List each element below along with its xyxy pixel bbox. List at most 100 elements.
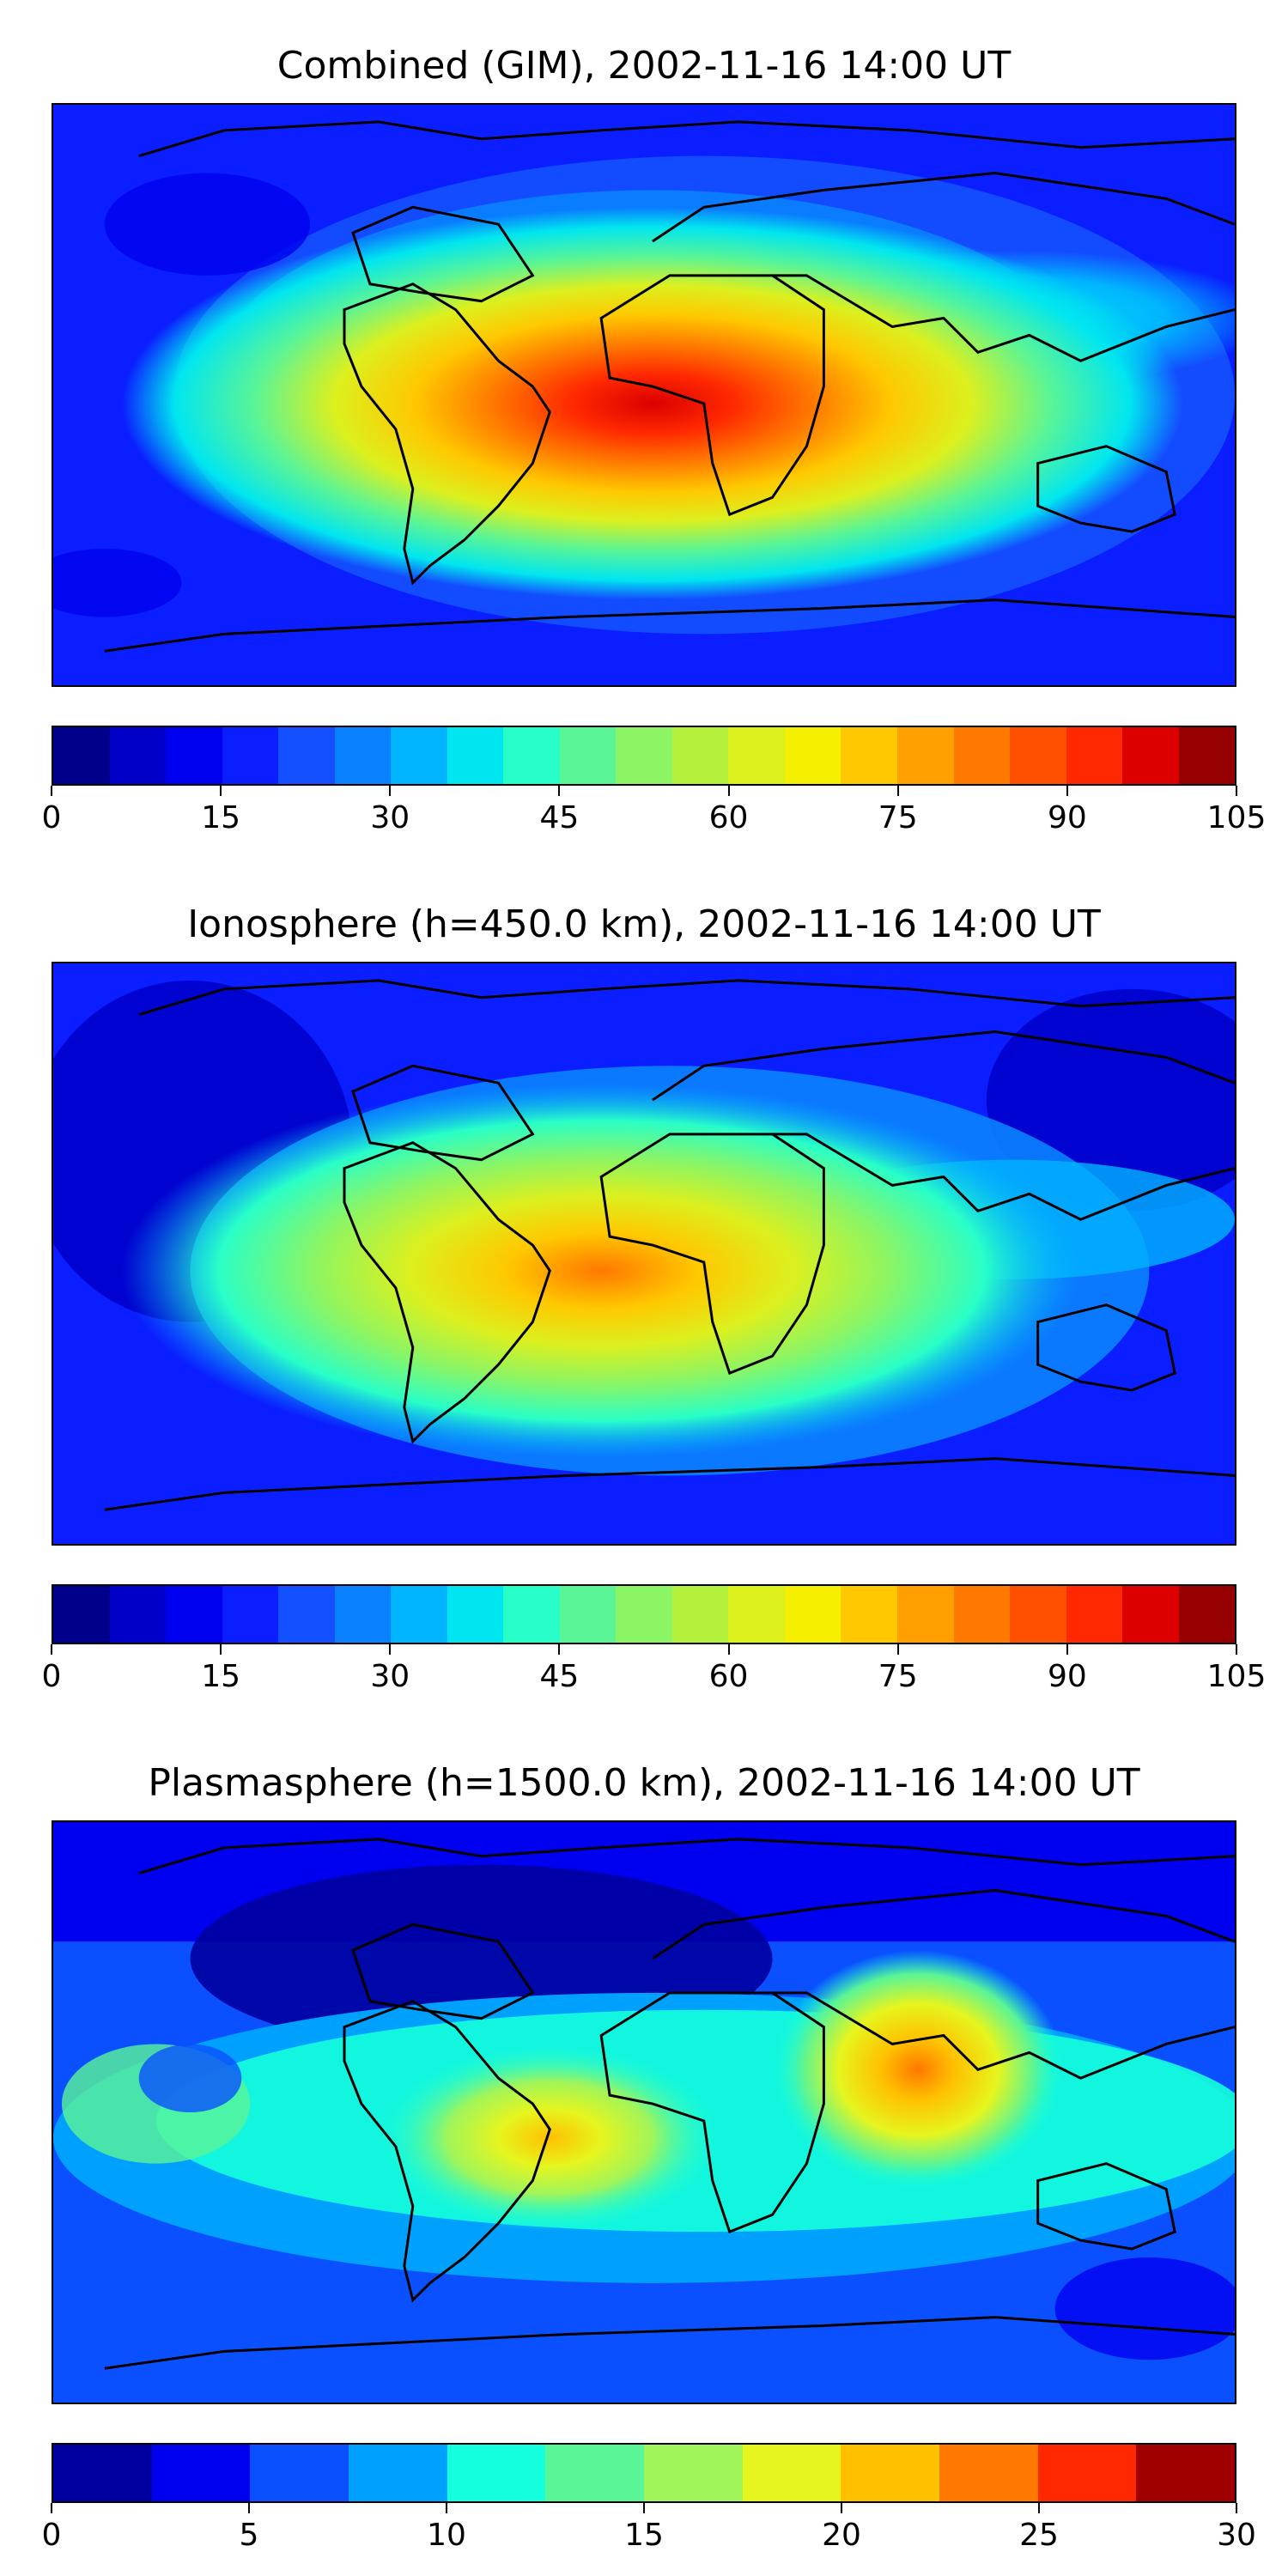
colorbar-tick bbox=[51, 1644, 52, 1655]
colorbar-segment bbox=[447, 1586, 504, 1643]
map-canvas-ionosphere bbox=[53, 963, 1235, 1544]
map-plasmasphere bbox=[52, 1820, 1236, 2404]
colorbar-segment bbox=[784, 1586, 841, 1643]
colorbar-segment bbox=[53, 1586, 110, 1643]
colorbar-tick bbox=[389, 786, 392, 796]
colorbar-tick-label: 90 bbox=[1047, 800, 1087, 835]
colorbar-segment bbox=[166, 727, 222, 784]
colorbar-segment bbox=[1037, 2445, 1137, 2501]
colorbar-segment bbox=[250, 2445, 349, 2501]
colorbar-segment bbox=[109, 727, 167, 784]
colorbar-segment bbox=[1178, 727, 1236, 784]
colorbar-segment bbox=[559, 727, 617, 784]
colorbar-segment bbox=[391, 1586, 447, 1643]
colorbar-segment bbox=[278, 1586, 335, 1643]
panel-title-ionosphere: Ionosphere (h=450.0 km), 2002-11-16 14:0… bbox=[187, 902, 1101, 946]
colorbar-tick-label: 105 bbox=[1206, 1659, 1267, 1694]
colorbar-tick-label: 105 bbox=[1206, 800, 1267, 835]
colorbar-tick-label: 15 bbox=[624, 2518, 664, 2553]
panel-title-plasmasphere: Plasmasphere (h=1500.0 km), 2002-11-16 1… bbox=[148, 1761, 1140, 1805]
colorbar-segment bbox=[671, 1586, 729, 1643]
colorbar-segment bbox=[545, 2445, 645, 2501]
colorbar-segment bbox=[742, 2445, 841, 2501]
colorbar-plasmasphere bbox=[52, 2443, 1236, 2503]
colorbar-ticks-ionosphere: 0 15 30 45 60 75 90 105 bbox=[42, 1644, 1266, 1696]
colorbar-segment bbox=[166, 1586, 222, 1643]
colorbar-segment bbox=[53, 2445, 152, 2501]
colorbar-tick bbox=[1236, 1644, 1237, 1655]
colorbar-segment bbox=[503, 1586, 560, 1643]
colorbar-tick-label: 45 bbox=[539, 800, 580, 835]
colorbar-segment bbox=[1136, 2445, 1236, 2501]
colorbar-segment bbox=[896, 727, 954, 784]
colorbar-tick-label: 30 bbox=[370, 1659, 410, 1694]
colorbar-tick bbox=[220, 1644, 222, 1655]
colorbar-tick bbox=[896, 1644, 899, 1655]
colorbar-segment bbox=[1010, 727, 1066, 784]
colorbar-segment bbox=[953, 727, 1011, 784]
colorbar-tick-label: 75 bbox=[878, 800, 918, 835]
colorbar-tick bbox=[1066, 1644, 1068, 1655]
colorbar-tick-label: 45 bbox=[539, 1659, 580, 1694]
colorbar-tick bbox=[1066, 786, 1068, 796]
colorbar-tick bbox=[727, 1644, 730, 1655]
colorbar-tick-label: 0 bbox=[41, 2518, 62, 2553]
colorbar-segment bbox=[559, 1586, 617, 1643]
colorbar-segment bbox=[841, 2445, 940, 2501]
colorbar-tick bbox=[841, 2503, 842, 2513]
colorbar-tick-label: 5 bbox=[239, 2518, 259, 2553]
colorbar-tick bbox=[389, 1644, 392, 1655]
colorbar-segment bbox=[334, 727, 392, 784]
colorbar-segment bbox=[447, 2445, 546, 2501]
colorbar-segment bbox=[151, 2445, 251, 2501]
colorbar-tick-label: 90 bbox=[1047, 1659, 1087, 1694]
colorbar-tick-label: 60 bbox=[708, 1659, 749, 1694]
colorbar-segment bbox=[1066, 1586, 1123, 1643]
colorbar-ticks-plasmasphere: 0 5 10 15 20 25 30 bbox=[42, 2503, 1256, 2555]
colorbar-segment bbox=[222, 727, 279, 784]
map-ionosphere bbox=[52, 962, 1236, 1546]
colorbar-segment bbox=[334, 1586, 392, 1643]
colorbar-tick bbox=[643, 2503, 645, 2513]
colorbar-segment bbox=[953, 1586, 1011, 1643]
colorbar-segment bbox=[896, 1586, 954, 1643]
colorbar-segment bbox=[671, 727, 729, 784]
colorbar-tick bbox=[220, 786, 222, 796]
colorbar-segment bbox=[784, 727, 841, 784]
colorbar-segment bbox=[1178, 1586, 1236, 1643]
coastlines bbox=[104, 120, 1235, 653]
colorbar-ionosphere bbox=[52, 1584, 1236, 1644]
colorbar-segment bbox=[109, 1586, 167, 1643]
colorbar-tick bbox=[248, 2503, 250, 2513]
colorbar-segment bbox=[644, 2445, 743, 2501]
colorbar-segment bbox=[278, 727, 335, 784]
colorbar-tick bbox=[558, 1644, 561, 1655]
colorbar-segment bbox=[222, 1586, 279, 1643]
colorbar-tick bbox=[1236, 786, 1237, 796]
colorbar-tick-label: 10 bbox=[427, 2518, 466, 2553]
colorbar-tick-label: 0 bbox=[41, 1659, 62, 1694]
colorbar-segment bbox=[1122, 1586, 1179, 1643]
colorbar-tick-label: 15 bbox=[201, 1659, 241, 1694]
colorbar-segment bbox=[1066, 727, 1123, 784]
colorbar-segment bbox=[391, 727, 447, 784]
colorbar-segment bbox=[503, 727, 560, 784]
map-combined bbox=[52, 103, 1236, 687]
colorbar-tick-label: 30 bbox=[370, 800, 410, 835]
colorbar-tick bbox=[1236, 2503, 1237, 2513]
colorbar-segment bbox=[1010, 1586, 1066, 1643]
colorbar-tick-label: 20 bbox=[822, 2518, 861, 2553]
colorbar-tick bbox=[446, 2503, 447, 2513]
colorbar-tick-label: 75 bbox=[878, 1659, 918, 1694]
colorbar-tick-label: 60 bbox=[708, 800, 749, 835]
colorbar-tick-label: 15 bbox=[201, 800, 241, 835]
colorbar-segment bbox=[616, 1586, 672, 1643]
colorbar-tick bbox=[558, 786, 561, 796]
colorbar-tick bbox=[51, 2503, 52, 2513]
panel-title-combined: Combined (GIM), 2002-11-16 14:00 UT bbox=[276, 44, 1012, 88]
colorbar-tick-label: 30 bbox=[1217, 2518, 1256, 2553]
colorbar-segment bbox=[841, 1586, 897, 1643]
colorbar-ticks-combined: 0 15 30 45 60 75 90 105 bbox=[42, 786, 1266, 837]
map-canvas-plasmasphere bbox=[53, 1822, 1235, 2403]
colorbar-segment bbox=[728, 727, 785, 784]
